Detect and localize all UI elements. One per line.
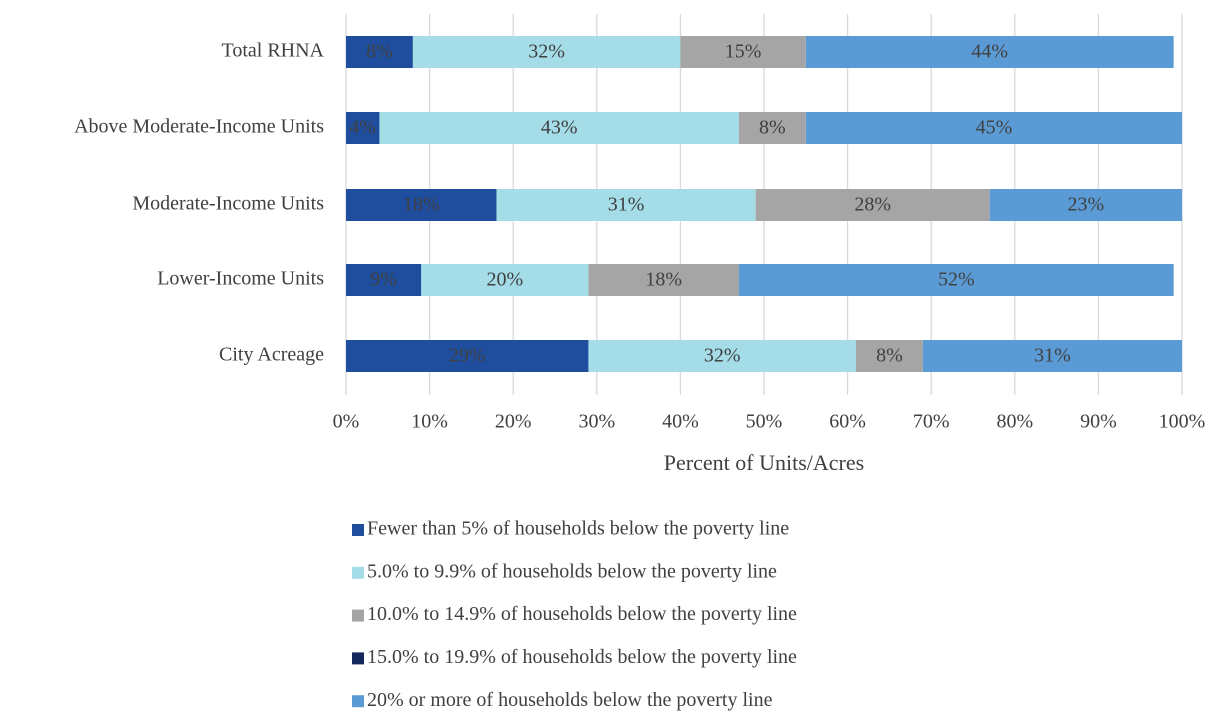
bar-segment xyxy=(755,189,990,221)
x-tick-label: 10% xyxy=(411,411,448,433)
y-tick-label: Lower-Income Units xyxy=(157,268,324,290)
legend-swatch xyxy=(352,566,364,579)
x-tick-label: 50% xyxy=(746,411,783,433)
y-tick-label: Above Moderate-Income Units xyxy=(74,116,324,138)
legend-swatch xyxy=(352,695,364,708)
data-label: 8% xyxy=(366,41,393,63)
x-tick-label: 0% xyxy=(333,411,360,433)
bar-segment xyxy=(588,340,856,372)
bar-segment xyxy=(346,36,413,68)
data-label: 8% xyxy=(759,117,786,139)
data-label: 23% xyxy=(1068,194,1105,216)
legend-label: 20% or more of households below the pove… xyxy=(367,689,773,711)
data-label: 32% xyxy=(704,345,741,367)
data-label: 18% xyxy=(645,269,682,291)
bar-segment xyxy=(680,36,806,68)
data-label: 28% xyxy=(854,194,891,216)
bar-segment xyxy=(805,112,1182,144)
bar-segment xyxy=(346,340,589,372)
data-label: 15% xyxy=(725,41,762,63)
bar-segment xyxy=(855,340,923,372)
x-tick-label: 30% xyxy=(578,411,615,433)
x-tick-label: 40% xyxy=(662,411,699,433)
bar-segment xyxy=(412,36,681,68)
data-label: 29% xyxy=(449,345,486,367)
data-label: 31% xyxy=(608,194,645,216)
bar-segment xyxy=(738,112,806,144)
bar-segment xyxy=(346,264,422,296)
x-tick-label: 60% xyxy=(829,411,866,433)
data-label: 32% xyxy=(528,41,565,63)
data-label: 8% xyxy=(876,345,903,367)
legend-swatch xyxy=(352,524,364,536)
bar-segment xyxy=(421,264,589,296)
x-tick-label: 100% xyxy=(1159,411,1206,433)
legend-swatch xyxy=(352,609,364,622)
data-label: 52% xyxy=(938,269,975,291)
bar-segment xyxy=(805,36,1174,68)
x-tick-label: 70% xyxy=(913,411,950,433)
data-label: 9% xyxy=(370,269,397,291)
data-label: 45% xyxy=(976,117,1013,139)
legend-label: 10.0% to 14.9% of households below the p… xyxy=(367,603,797,625)
y-tick-label: City Acreage xyxy=(219,344,324,366)
data-label: 4% xyxy=(349,117,376,139)
bar-segment xyxy=(738,264,1174,296)
data-label: 44% xyxy=(971,41,1008,63)
legend-swatch xyxy=(352,652,364,665)
bar-segment xyxy=(379,112,739,144)
x-tick-label: 20% xyxy=(495,411,532,433)
bar-segment xyxy=(346,112,380,144)
legend-label: Fewer than 5% of households below the po… xyxy=(367,518,789,540)
legend-label: 5.0% to 9.9% of households below the pov… xyxy=(367,560,777,582)
bar-segment xyxy=(346,189,497,221)
y-tick-label: Total RHNA xyxy=(222,40,325,62)
x-tick-label: 80% xyxy=(996,411,1033,433)
data-label: 20% xyxy=(487,269,524,291)
bar-segment xyxy=(496,189,756,221)
bar-segment xyxy=(989,189,1182,221)
data-label: 18% xyxy=(403,194,440,216)
data-label: 43% xyxy=(541,117,578,139)
x-axis-title: Percent of Units/Acres xyxy=(664,450,864,475)
legend-label: 15.0% to 19.9% of households below the p… xyxy=(367,646,797,668)
x-tick-label: 90% xyxy=(1080,411,1117,433)
data-label: 31% xyxy=(1034,345,1071,367)
y-tick-label: Moderate-Income Units xyxy=(132,193,324,215)
bar-segment xyxy=(922,340,1182,372)
bar-segment xyxy=(588,264,739,296)
